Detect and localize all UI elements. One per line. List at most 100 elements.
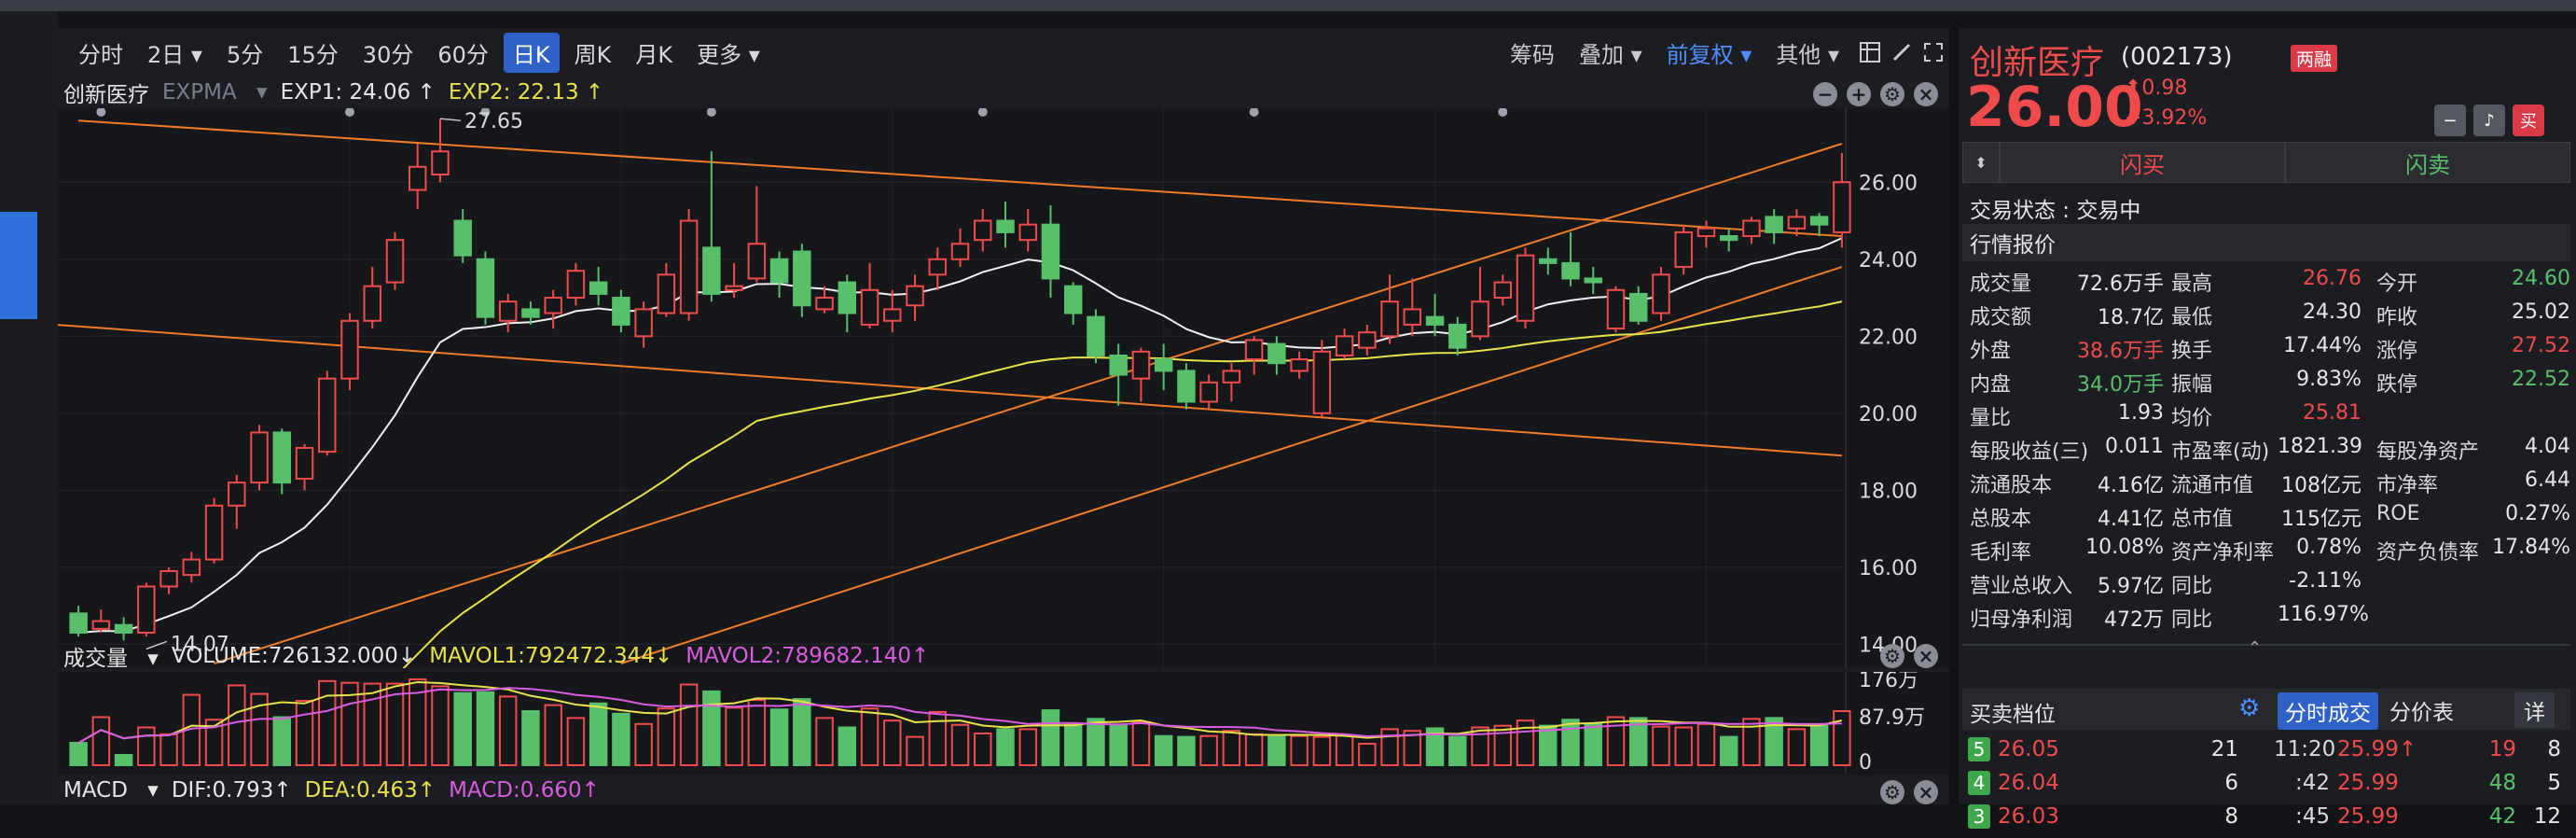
indicator-select[interactable]: EXPMA ▾ xyxy=(162,80,268,105)
volume-title[interactable]: 成交量 ▾ xyxy=(63,647,159,671)
volume-tick-label: 0 xyxy=(1859,751,1872,775)
field-label: 今开 xyxy=(2376,272,2418,296)
volume-bar xyxy=(498,695,518,766)
minus-icon[interactable]: − xyxy=(1813,82,1837,106)
grid-icon[interactable] xyxy=(1854,36,1886,68)
tick-time: :45 xyxy=(2294,804,2330,829)
candle xyxy=(589,267,608,306)
tab-weekly-k[interactable]: 周K xyxy=(574,41,612,68)
minus-icon[interactable]: − xyxy=(2434,105,2466,136)
collapse-icon[interactable]: ⬍ xyxy=(1962,142,2000,183)
fast-sell-button[interactable]: 闪卖 xyxy=(2285,142,2570,183)
tick-price: 25.99 xyxy=(2337,771,2399,795)
marker-dot xyxy=(96,108,106,117)
left-nav-selected[interactable] xyxy=(0,212,37,319)
candle-body xyxy=(1087,315,1105,356)
panel-divider[interactable] xyxy=(1949,28,1959,804)
tab-2day[interactable]: 2日 ▾ xyxy=(147,41,202,68)
tab-60min[interactable]: 60分 xyxy=(437,41,489,68)
settings-icon[interactable]: ⚙ xyxy=(1880,82,1904,106)
sell-level-row[interactable]: 3 26.03 8 xyxy=(1968,804,2266,838)
volume-bar xyxy=(1471,726,1489,766)
candle-body xyxy=(1742,219,1761,238)
sell-level-row[interactable]: 5 26.05 21 xyxy=(1968,737,2266,771)
tab-more-label: 更多 xyxy=(697,41,742,68)
volume-bar xyxy=(318,679,337,767)
candle xyxy=(159,566,178,594)
expand-up-icon[interactable]: ⌃ xyxy=(2248,638,2263,658)
candle xyxy=(385,231,405,290)
sell-level-row[interactable]: 4 26.04 6 xyxy=(1968,771,2266,804)
candle xyxy=(1403,278,1422,337)
candle xyxy=(1628,286,1648,325)
tab-detail[interactable]: 详 xyxy=(2514,692,2555,728)
candle xyxy=(996,201,1015,248)
volume-chart[interactable]: 176万 87.9万 0 xyxy=(58,672,1949,775)
candle-body xyxy=(906,285,924,307)
buy-icon[interactable]: 买 xyxy=(2513,105,2544,136)
plus-icon[interactable]: + xyxy=(1847,82,1871,106)
field-label: 毛利率 xyxy=(1970,541,2032,565)
volume-bar xyxy=(974,732,992,766)
candlestick-chart[interactable]: 26.0024.0022.0020.0018.0016.0014.0027.65… xyxy=(58,108,1949,668)
tab-30min[interactable]: 30分 xyxy=(362,41,414,68)
tab-monthly-k[interactable]: 月K xyxy=(635,41,673,68)
tab-15min[interactable]: 15分 xyxy=(287,41,339,68)
level-volume: 6 xyxy=(2224,771,2238,795)
volume-settings-icon[interactable]: ⚙ xyxy=(1880,644,1904,668)
candle-body xyxy=(453,219,472,257)
tab-fenshi[interactable]: 分时 xyxy=(78,41,123,68)
fast-buy-button[interactable]: 闪买 xyxy=(2000,142,2285,183)
level-volume: 8 xyxy=(2224,804,2238,829)
volume-bar xyxy=(1539,724,1558,766)
field-label: 振幅 xyxy=(2171,373,2213,397)
candle xyxy=(1425,293,1445,337)
macd-title[interactable]: MACD ▾ xyxy=(63,778,159,803)
fullscreen-icon[interactable] xyxy=(1918,36,1949,68)
marker-dot xyxy=(1498,108,1508,117)
candle-body xyxy=(1584,277,1602,284)
volume-bar xyxy=(1335,733,1354,767)
candle xyxy=(1448,316,1467,356)
macd-settings-icon[interactable]: ⚙ xyxy=(1880,780,1904,804)
candle xyxy=(204,497,224,564)
tab-ticks[interactable]: 分时成交 xyxy=(2278,692,2378,730)
tick-row: 11:20 25.99↑ 19 8 xyxy=(2274,737,2569,771)
tick-price: 25.99↑ xyxy=(2337,737,2417,761)
overlay-button[interactable]: 叠加 ▾ xyxy=(1578,41,1642,68)
candle xyxy=(974,209,992,252)
candle xyxy=(228,474,246,529)
candle xyxy=(1584,267,1602,294)
level-price: 26.03 xyxy=(1998,804,2059,829)
bell-icon[interactable]: ♪ xyxy=(2473,105,2505,136)
chips-button[interactable]: 筹码 xyxy=(1509,41,1555,68)
field-value: -2.11% xyxy=(2289,569,2361,593)
tab-more[interactable]: 更多 ▾ xyxy=(697,41,760,68)
other-button[interactable]: 其他 ▾ xyxy=(1776,41,1839,68)
volume-bar xyxy=(838,726,857,766)
candle-body xyxy=(272,431,292,484)
candle xyxy=(1539,247,1558,275)
tab-daily-k[interactable]: 日K xyxy=(503,32,560,73)
tab-5min[interactable]: 5分 xyxy=(226,41,264,68)
macd-close-icon[interactable]: × xyxy=(1914,780,1938,804)
volume-bar xyxy=(1697,722,1716,766)
candle xyxy=(318,370,337,456)
candle-body xyxy=(1403,308,1422,326)
tab-price-table[interactable]: 分价表 xyxy=(2389,701,2454,725)
candle-body xyxy=(409,165,427,191)
volume-bar xyxy=(1448,735,1467,766)
candle-body xyxy=(182,558,201,577)
candle-body xyxy=(679,219,699,314)
orderbook-settings-icon[interactable]: ⚙ xyxy=(2238,694,2261,722)
candle xyxy=(1131,347,1151,402)
volume-title-label: 成交量 xyxy=(63,647,128,671)
adjust-button[interactable]: 前复权 ▾ xyxy=(1666,41,1752,68)
volume-close-icon[interactable]: × xyxy=(1914,644,1938,668)
trade-status: 交易状态 : 交易中 xyxy=(1970,199,2141,223)
candle-body xyxy=(159,569,178,588)
candle xyxy=(1109,343,1128,406)
draw-pen-icon[interactable] xyxy=(1886,36,1918,68)
close-icon[interactable]: × xyxy=(1914,82,1938,106)
candle-body xyxy=(974,219,992,242)
